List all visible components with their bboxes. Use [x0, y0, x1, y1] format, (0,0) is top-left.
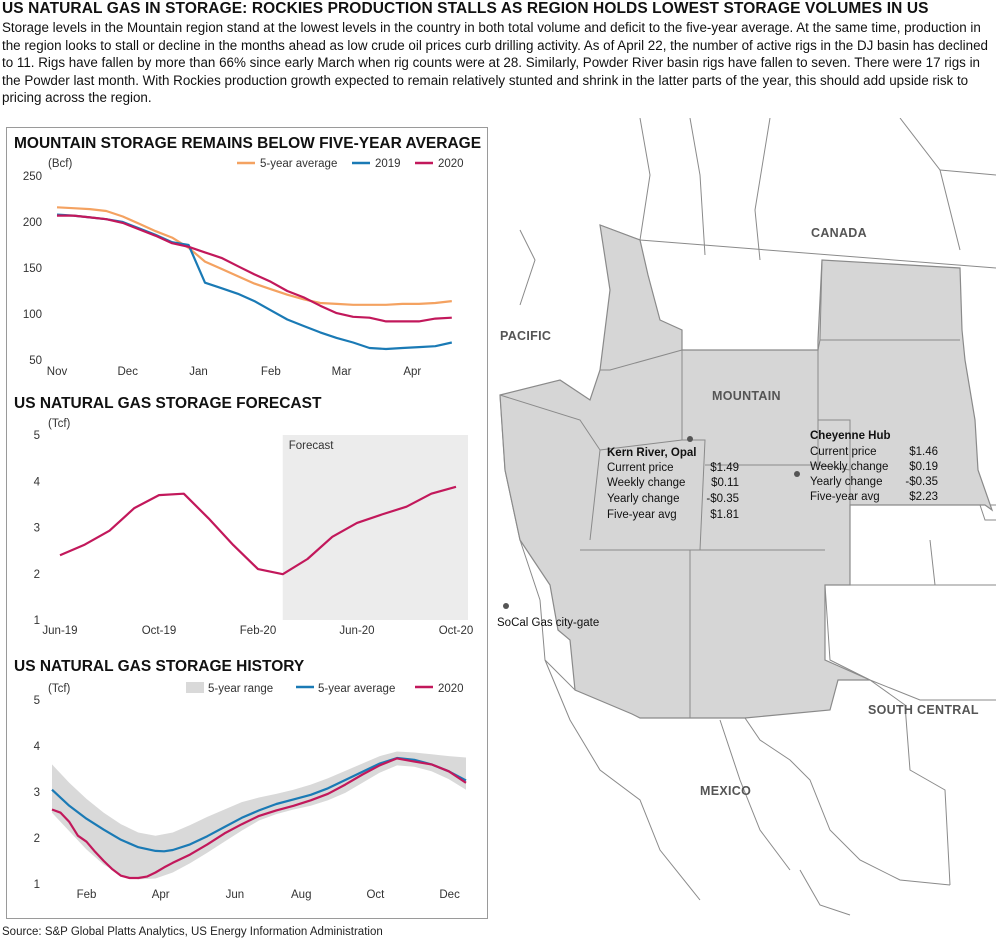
x-tick-label: Apr: [152, 889, 170, 901]
hub-row-label: Five-year avg: [810, 491, 880, 503]
y-tick-label: 2: [34, 833, 40, 845]
legend-label-5yr: 5-year average: [260, 158, 337, 170]
y-tick-label: 4: [34, 741, 41, 753]
hub-row-label: Yearly change: [810, 476, 882, 488]
y-tick-label: 5: [34, 695, 40, 707]
legend-swatch-range: [186, 682, 204, 693]
mountain-region: [499, 224, 994, 719]
y-axis-label: (Tcf): [48, 418, 71, 430]
chart-title: US NATURAL GAS STORAGE HISTORY: [14, 658, 305, 675]
hub-row-value: $1.46: [909, 446, 938, 458]
legend-label-2019: 2019: [375, 158, 401, 170]
y-axis-label: (Bcf): [48, 158, 72, 170]
x-tick-label: Jan: [189, 366, 208, 378]
chart-title: MOUNTAIN STORAGE REMAINS BELOW FIVE-YEAR…: [14, 135, 481, 152]
chart-storage-forecast: US NATURAL GAS STORAGE FORECAST (Tcf) Fo…: [14, 395, 473, 637]
y-tick-label: 2: [34, 569, 40, 581]
x-tick-label: Jun-19: [42, 625, 77, 637]
series-line-2019: [56, 213, 453, 351]
hub-row-label: Weekly change: [810, 461, 888, 473]
x-tick-label: Oct-19: [142, 625, 177, 637]
us-regions-map: CANADA PACIFIC MOUNTAIN SOUTH CENTRAL ME…: [486, 118, 996, 916]
legend-label-range: 5-year range: [208, 683, 273, 695]
legend-label-2020: 2020: [438, 683, 464, 695]
hub-kern-river-opal[interactable]: Kern River, Opal Current price $1.49 Wee…: [607, 436, 739, 521]
hub-row-label: Five-year avg: [607, 509, 677, 521]
y-tick-label: 4: [34, 476, 41, 488]
series-line-2020: [51, 757, 467, 880]
forecast-label: Forecast: [289, 440, 335, 452]
hub-row-value: $1.81: [710, 509, 739, 521]
y-axis-label: (Tcf): [48, 683, 71, 695]
x-tick-label: Feb: [77, 889, 97, 901]
legend: 5-year range 5-year average 2020: [186, 682, 464, 695]
x-tick-label: Oct-20: [439, 625, 474, 637]
hub-name: SoCal Gas city-gate: [497, 617, 599, 629]
x-tick-label: Jun-20: [339, 625, 374, 637]
hub-row-value: $0.11: [711, 477, 739, 489]
region-label-pacific: PACIFIC: [500, 329, 551, 343]
hub-row-value: $2.23: [909, 491, 938, 503]
x-tick-label: Oct: [366, 889, 385, 901]
hub-row-label: Current price: [810, 446, 876, 458]
x-tick-label: Jun: [226, 889, 245, 901]
legend: 5-year average 2019 2020: [237, 158, 464, 170]
y-tick-label: 3: [34, 523, 40, 535]
hub-name: Kern River, Opal: [607, 447, 696, 459]
hub-socal-citygate[interactable]: SoCal Gas city-gate: [497, 603, 599, 629]
hub-marker-icon: [794, 471, 800, 477]
hub-row-label: Current price: [607, 462, 673, 474]
y-tick-label: 150: [23, 263, 42, 275]
y-tick-label: 5: [34, 430, 40, 442]
hub-row-value: $1.49: [710, 462, 739, 474]
hub-row-value: $0.19: [909, 461, 938, 473]
forecast-region: [282, 435, 468, 620]
hub-row-label: Yearly change: [607, 493, 679, 505]
legend-label-2020: 2020: [438, 158, 464, 170]
x-tick-label: Aug: [291, 889, 311, 901]
hub-row-value: -$0.35: [706, 493, 739, 505]
x-tick-label: Mar: [332, 366, 352, 378]
hub-marker-icon: [687, 436, 693, 442]
y-tick-label: 3: [34, 787, 40, 799]
region-label-canada: CANADA: [811, 226, 867, 240]
hub-marker-icon: [503, 603, 509, 609]
hub-row-label: Weekly change: [607, 477, 685, 489]
y-tick-label: 1: [34, 879, 40, 891]
x-tick-label: Nov: [47, 366, 68, 378]
x-tick-label: Feb: [261, 366, 281, 378]
x-tick-label: Apr: [403, 366, 421, 378]
chart-storage-history: US NATURAL GAS STORAGE HISTORY (Tcf) 5-y…: [14, 658, 467, 901]
intro-paragraph: Storage levels in the Mountain region st…: [2, 20, 988, 106]
hub-name: Cheyenne Hub: [810, 430, 891, 442]
hub-cheyenne[interactable]: Cheyenne Hub Current price $1.46 Weekly …: [794, 430, 938, 503]
y-tick-label: 1: [34, 615, 40, 627]
source-note: Source: S&P Global Platts Analytics, US …: [2, 926, 383, 938]
chart-mountain-storage: MOUNTAIN STORAGE REMAINS BELOW FIVE-YEAR…: [14, 135, 481, 378]
region-label-mexico: MEXICO: [700, 784, 751, 798]
headline: US NATURAL GAS IN STORAGE: ROCKIES PRODU…: [2, 0, 929, 17]
legend-label-5yr: 5-year average: [318, 683, 395, 695]
y-tick-label: 200: [23, 217, 42, 229]
x-tick-label: Dec: [118, 366, 139, 378]
y-tick-label: 100: [23, 309, 42, 321]
x-tick-label: Feb-20: [240, 625, 276, 637]
x-tick-label: Dec: [439, 889, 460, 901]
hub-row-value: -$0.35: [905, 476, 938, 488]
region-label-south-central: SOUTH CENTRAL: [868, 703, 979, 717]
chart-title: US NATURAL GAS STORAGE FORECAST: [14, 395, 322, 412]
region-label-mountain: MOUNTAIN: [712, 389, 781, 403]
y-tick-label: 250: [23, 171, 42, 183]
y-tick-label: 50: [29, 355, 42, 367]
